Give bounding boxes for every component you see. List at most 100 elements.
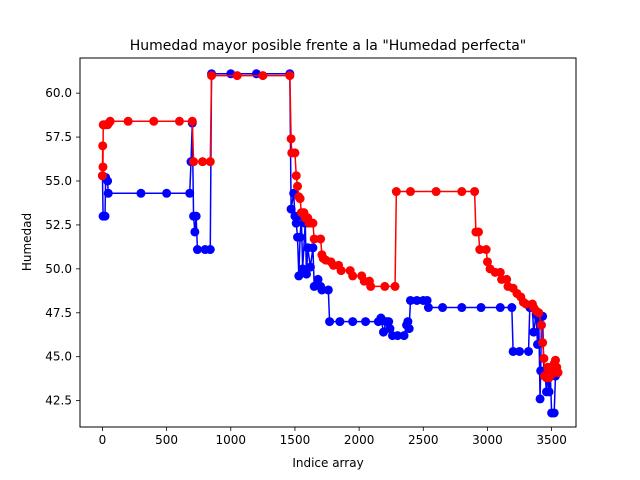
data-point [291, 171, 301, 181]
data-point [190, 227, 200, 237]
x-tick-label: 2000 [344, 433, 375, 447]
x-axis: 0 500 1000 1500 2000 2500 3000 3500 [99, 427, 567, 447]
data-point [348, 317, 358, 327]
data-point [295, 194, 305, 204]
data-point [536, 320, 546, 330]
data-point [100, 211, 110, 221]
chart-title: Humedad mayor posible frente a la "Humed… [130, 38, 526, 54]
data-point [390, 281, 400, 291]
data-point [521, 299, 531, 309]
data-point [105, 116, 115, 126]
data-point [198, 157, 208, 167]
data-point [290, 148, 300, 158]
data-point [403, 317, 413, 327]
data-point [380, 281, 390, 291]
x-tick-label: 0 [99, 433, 107, 447]
y-axis: 42.5 45.0 47.5 50.0 52.5 55.0 57.5 60.0 [45, 86, 80, 408]
y-axis-label: Humedad [20, 213, 34, 271]
data-point [305, 262, 315, 272]
data-point [422, 295, 432, 305]
data-point [286, 204, 296, 214]
data-point [539, 353, 549, 363]
data-point [336, 266, 346, 276]
x-tick-label: 3500 [536, 433, 567, 447]
data-point [553, 368, 563, 378]
data-point [191, 211, 201, 221]
data-point [309, 234, 319, 244]
series-2 [97, 71, 563, 383]
data-point [481, 245, 491, 255]
data-point [348, 271, 358, 281]
data-point [174, 116, 184, 126]
data-point [308, 243, 318, 253]
data-point [189, 157, 199, 167]
data-point [103, 188, 113, 198]
data-point [136, 188, 146, 198]
y-tick-label: 42.5 [45, 394, 72, 408]
data-point [313, 274, 323, 284]
data-point [423, 303, 433, 313]
data-point [205, 245, 215, 255]
data-point [538, 338, 548, 348]
data-point [295, 232, 305, 242]
data-point [325, 317, 335, 327]
data-point [366, 281, 376, 291]
x-axis-label: Indice array [292, 456, 363, 470]
data-point [438, 303, 448, 313]
data-point [482, 257, 492, 267]
plot-frame [79, 57, 577, 428]
data-point [393, 331, 403, 341]
x-tick-label: 1500 [280, 433, 311, 447]
data-point [149, 116, 159, 126]
data-point [515, 346, 525, 356]
data-point [529, 327, 539, 337]
data-point [524, 346, 534, 356]
x-tick-label: 2500 [408, 433, 439, 447]
data-point [185, 188, 195, 198]
data-point [549, 408, 559, 418]
data-point [502, 274, 512, 284]
data-point [404, 324, 414, 334]
data-point [294, 271, 304, 281]
data-point [508, 346, 518, 356]
data-point [293, 181, 303, 191]
y-tick-label: 47.5 [45, 306, 72, 320]
data-point [470, 187, 480, 197]
data-point [534, 308, 544, 318]
y-tick-label: 50.0 [45, 262, 72, 276]
data-point [535, 394, 545, 404]
data-point [192, 245, 202, 255]
data-point [457, 187, 467, 197]
data-point [232, 71, 242, 81]
data-point [476, 303, 486, 313]
data-point [98, 162, 108, 172]
data-point [412, 295, 422, 305]
data-point [285, 71, 295, 81]
data-point [98, 141, 108, 151]
data-point [205, 157, 215, 167]
data-point [405, 187, 415, 197]
data-point [544, 387, 554, 397]
data-point [391, 187, 401, 197]
data-point [207, 71, 217, 81]
data-point [309, 281, 319, 291]
data-point [431, 187, 441, 197]
data-point [97, 171, 107, 181]
data-point [302, 269, 311, 279]
data-point [187, 116, 197, 126]
data-point [316, 234, 326, 244]
data-point [123, 116, 133, 126]
data-point [495, 303, 505, 313]
data-point [162, 188, 172, 198]
y-tick-label: 55.0 [45, 174, 72, 188]
plot-series [97, 69, 563, 418]
data-point [507, 303, 517, 313]
data-point [385, 324, 395, 334]
x-tick-label: 500 [155, 433, 178, 447]
y-tick-label: 57.5 [45, 130, 72, 144]
x-tick-label: 3000 [472, 433, 503, 447]
data-point [317, 285, 327, 295]
data-point [291, 218, 301, 228]
data-point [550, 355, 560, 365]
